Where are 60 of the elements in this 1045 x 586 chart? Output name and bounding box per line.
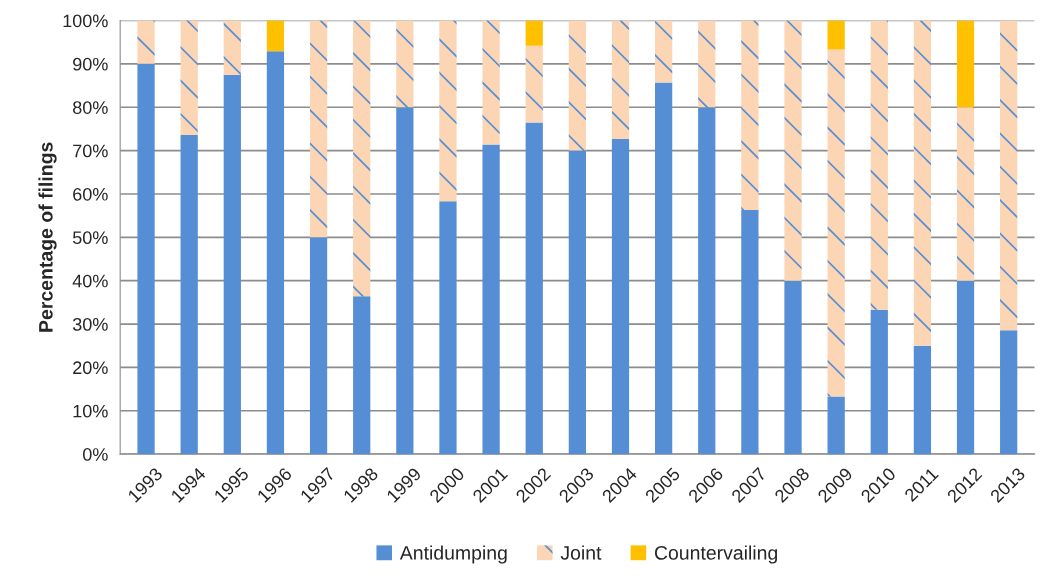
y-tick-label: 50% xyxy=(72,231,108,245)
y-tick-label: 10% xyxy=(73,404,108,418)
bar xyxy=(1000,330,1018,455)
bar xyxy=(223,74,241,455)
bar xyxy=(1000,20,1018,331)
bar xyxy=(266,20,285,52)
y-tick-label: 60% xyxy=(73,187,108,201)
y-tick-label: 70% xyxy=(73,144,108,158)
bar xyxy=(611,138,630,455)
bar xyxy=(223,20,241,75)
bar xyxy=(741,20,759,211)
bar xyxy=(827,396,845,455)
legend-label: Joint xyxy=(560,545,602,560)
bar xyxy=(568,20,586,151)
y-tick-label: 20% xyxy=(73,361,108,375)
bar xyxy=(698,20,716,108)
bar xyxy=(309,20,328,238)
y-tick-label: 90% xyxy=(73,57,108,71)
legend-label: Countervailing xyxy=(654,545,778,564)
bar xyxy=(956,107,975,281)
bar xyxy=(439,20,457,202)
bar xyxy=(698,107,716,455)
bar xyxy=(180,20,198,135)
bar xyxy=(396,20,414,108)
bar xyxy=(827,49,845,397)
y-tick-label: 30% xyxy=(72,317,108,331)
bar xyxy=(525,122,543,455)
bar xyxy=(956,20,975,108)
bar xyxy=(741,210,759,455)
bar xyxy=(482,144,500,455)
y-tick-label: 80% xyxy=(73,101,108,114)
bar xyxy=(266,51,285,455)
bar xyxy=(137,63,155,455)
bar xyxy=(784,20,802,281)
legend-label: Antidumping xyxy=(399,545,507,564)
bar xyxy=(913,20,932,346)
bar xyxy=(827,20,845,50)
bar xyxy=(180,134,198,455)
y-tick-label: 0% xyxy=(82,448,108,461)
bar xyxy=(353,20,371,297)
bar xyxy=(439,201,457,455)
bar xyxy=(870,20,888,310)
bar xyxy=(611,20,630,139)
y-axis-title: Percentage of filings xyxy=(38,142,57,332)
bar xyxy=(353,296,371,455)
bar xyxy=(525,20,543,46)
y-tick-label: 100% xyxy=(63,14,108,28)
bar xyxy=(913,345,932,455)
bar xyxy=(956,280,975,455)
bar xyxy=(525,45,543,123)
y-tick-label: 40% xyxy=(72,274,108,288)
bar xyxy=(309,237,328,455)
bar xyxy=(870,309,888,455)
bar xyxy=(784,280,802,455)
bar xyxy=(655,20,673,83)
bar xyxy=(396,107,414,455)
bar xyxy=(482,20,500,145)
bar xyxy=(568,150,586,455)
bar xyxy=(655,82,673,455)
bar xyxy=(137,20,155,64)
